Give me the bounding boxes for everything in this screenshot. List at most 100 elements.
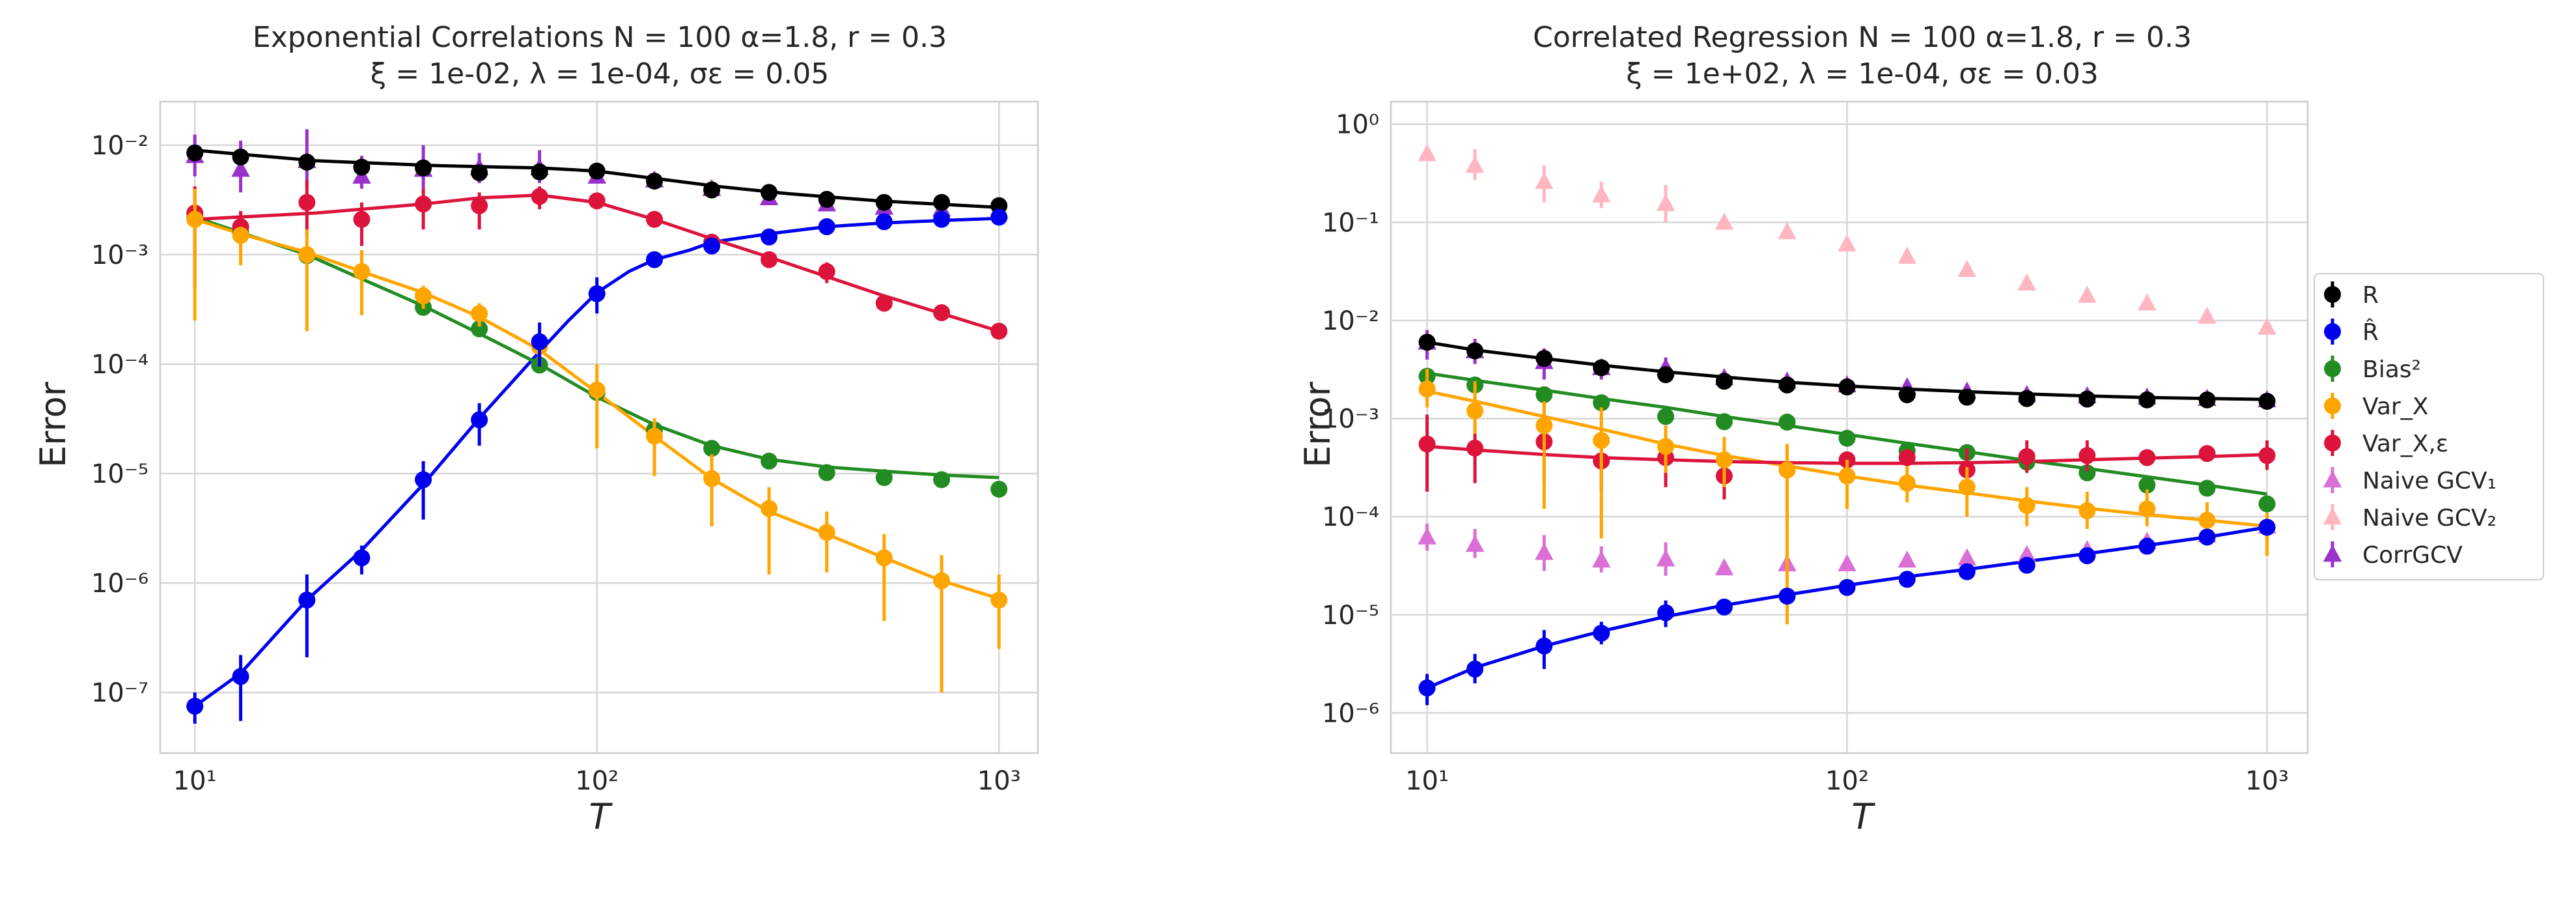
right-point-R [1418, 334, 1436, 351]
left-x-tick-label: 10³ [977, 766, 1021, 796]
legend-label-CorrGCV: CorrGCV [2362, 542, 2463, 569]
left-x-tick-label: 10¹ [173, 766, 217, 796]
right-point-Var_Xe [2198, 445, 2216, 463]
left-point-Var_Xe [990, 322, 1008, 340]
right-point-GCV1 [1418, 527, 1436, 545]
right-point-Var_X [1593, 431, 1610, 449]
right-point-GCV2 [1656, 193, 1675, 211]
right-point-Var_X [2018, 497, 2036, 515]
left-point-R_hat [933, 210, 951, 228]
left-axes-frame [159, 100, 1039, 754]
right-point-GCV1 [1656, 549, 1675, 567]
left-point-Var_Xe [415, 195, 432, 213]
right-point-Var_X [1535, 417, 1553, 435]
left-point-R [818, 191, 835, 208]
left-point-R [531, 163, 548, 180]
right-y-tick-label: 10⁻⁶ [1322, 698, 1379, 728]
right-y-axis-label: Error [1297, 381, 1338, 467]
left-point-Var_X [818, 524, 835, 541]
left-title-line2: ξ = 1e-02, λ = 1e-04, σε = 0.05 [371, 57, 830, 91]
right-point-R [2079, 390, 2096, 408]
left-point-Var_X [645, 427, 663, 445]
right-point-GCV1 [1535, 543, 1554, 560]
left-point-R_hat [990, 208, 1008, 226]
right-point-R [2198, 391, 2216, 408]
right-point-R_hat [1466, 661, 1484, 678]
right-point-Bias2 [2138, 476, 2156, 494]
right-point-Var_Xe [2138, 449, 2156, 466]
left-point-Var_Xe [531, 188, 548, 205]
left-point-R [703, 181, 721, 199]
right-point-Var_X [1715, 451, 1733, 468]
right-panel: Correlated Regression N = 100 α=1.8, r =… [1297, 21, 2309, 837]
left-y-axis-label: Error [33, 381, 74, 467]
right-point-R_hat [1593, 624, 1610, 642]
left-point-R_hat [818, 218, 835, 236]
right-point-R_hat [2258, 519, 2276, 536]
right-point-R [1778, 376, 1796, 393]
right-point-Var_Xe [1418, 435, 1436, 453]
left-point-Var_X [588, 381, 606, 399]
left-point-Var_X [990, 591, 1008, 609]
right-point-Var_X [1958, 478, 1976, 496]
left-y-tick-label: 10⁻⁵ [91, 459, 148, 489]
right-point-GCV2 [1535, 171, 1554, 190]
right-y-tick-label: 10⁻⁵ [1322, 601, 1379, 631]
right-point-GCV1 [1957, 548, 1976, 565]
legend-label-GCV2: Naive GCV₂ [2362, 505, 2497, 532]
right-point-R_hat [1715, 598, 1733, 616]
right-title-line1: Correlated Regression N = 100 α=1.8, r =… [1533, 21, 2192, 54]
right-point-GCV2 [2198, 306, 2217, 324]
right-plot-area: 10¹ 10² 10³ 10⁻⁶ 10⁻⁵ 10⁻⁴ 10⁻³ 10⁻² 10⁻¹ 10⁰ [1322, 100, 2309, 796]
right-point-R [1898, 386, 1916, 403]
left-point-R [232, 149, 249, 166]
left-point-Var_Xe [818, 263, 835, 280]
right-point-Var_X [1466, 402, 1484, 420]
right-point-Var_Xe [1898, 449, 1916, 466]
legend-items: R R̂ Bias² Var_X Var_X,ε Naive GCV₁ Naive GCV₂… [2323, 281, 2497, 569]
right-point-R [2018, 390, 2036, 407]
legend-marker-CorrGCV [2323, 545, 2342, 562]
left-curve-R_hat [193, 216, 1000, 708]
right-point-GCV2 [2078, 285, 2097, 303]
left-y-tick-label: 10⁻² [91, 131, 148, 161]
left-point-Var_Xe [933, 304, 951, 322]
left-panel: Exponential Correlations N = 100 α=1.8, … [33, 21, 1039, 837]
left-x-axis-label: T [589, 796, 613, 837]
left-point-Var_X [703, 470, 721, 487]
left-point-Var_Xe [353, 210, 371, 228]
left-point-R_hat [186, 698, 204, 715]
left-point-R_hat [531, 333, 548, 350]
right-point-Bias2 [1715, 413, 1733, 431]
right-point-R_hat [1898, 571, 1916, 588]
left-point-Bias2 [933, 471, 951, 489]
left-point-Var_Xe [875, 294, 893, 312]
left-y-tick-label: 10⁻⁴ [91, 350, 148, 380]
legend-label-GCV1: Naive GCV₁ [2362, 468, 2497, 494]
left-point-R_hat [761, 228, 778, 246]
right-title-line2: ξ = 1e+02, λ = 1e-04, σε = 0.03 [1626, 57, 2099, 91]
right-point-Bias2 [1838, 429, 1856, 447]
left-point-Var_X [298, 246, 316, 263]
left-title-line1: Exponential Correlations N = 100 α=1.8, … [253, 21, 947, 54]
right-point-R [1466, 342, 1484, 360]
right-point-Bias2 [1778, 414, 1796, 431]
right-point-GCV2 [2258, 317, 2276, 335]
left-point-Bias2 [990, 480, 1008, 498]
right-point-GCV2 [1957, 259, 1976, 278]
right-y-tick-label: 10⁻⁴ [1322, 502, 1379, 532]
legend-label-Var_Xe: Var_X,ε [2362, 431, 2448, 457]
right-point-Var_X [1418, 380, 1436, 398]
right-point-GCV1 [1838, 554, 1856, 571]
left-point-Bias2 [875, 469, 893, 487]
right-point-R [1593, 359, 1610, 377]
right-point-Var_X [2138, 500, 2156, 518]
left-point-Var_Xe [471, 197, 488, 214]
right-point-GCV2 [2138, 293, 2157, 311]
left-point-R [415, 159, 432, 177]
right-y-tick-label: 10⁰ [1336, 110, 1379, 140]
right-y-tick-label: 10⁻³ [1322, 405, 1379, 435]
left-x-tick-label: 10² [575, 766, 619, 796]
left-point-R_hat [588, 285, 606, 302]
legend-label-R: R [2362, 282, 2379, 309]
